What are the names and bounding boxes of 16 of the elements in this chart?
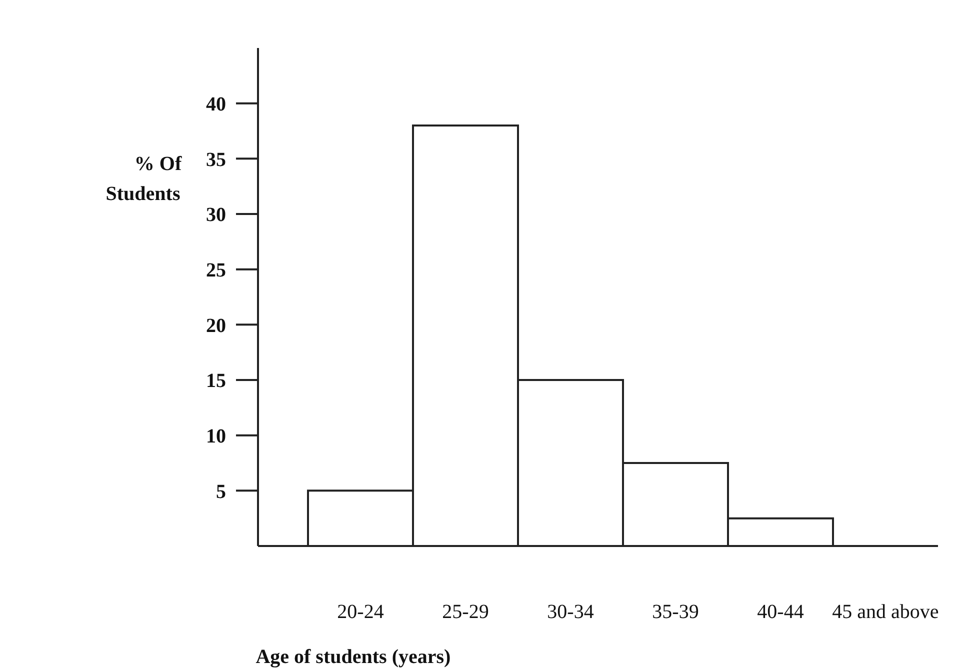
x-tick-label: 25-29	[442, 601, 489, 624]
y-tick-label: 25	[206, 259, 226, 282]
y-tick-label: 20	[206, 314, 226, 337]
y-tick-label: 15	[206, 370, 226, 392]
y-tick-label: 40	[206, 93, 226, 116]
x-tick-label: 45 and above	[832, 601, 939, 624]
x-tick-label: 30-34	[547, 601, 594, 624]
y-tick-label: 30	[206, 204, 226, 226]
x-tick-label: 20-24	[337, 601, 384, 624]
y-tick-label: 5	[216, 480, 226, 503]
y-tick-label: 10	[206, 425, 226, 448]
x-axis-title: Age of students (years)	[256, 646, 451, 668]
x-tick-label: 40-44	[757, 601, 804, 624]
y-axis-title: % Of Students	[106, 153, 182, 205]
y-tick-label: 35	[206, 148, 226, 171]
x-tick-label: 35-39	[652, 601, 699, 624]
